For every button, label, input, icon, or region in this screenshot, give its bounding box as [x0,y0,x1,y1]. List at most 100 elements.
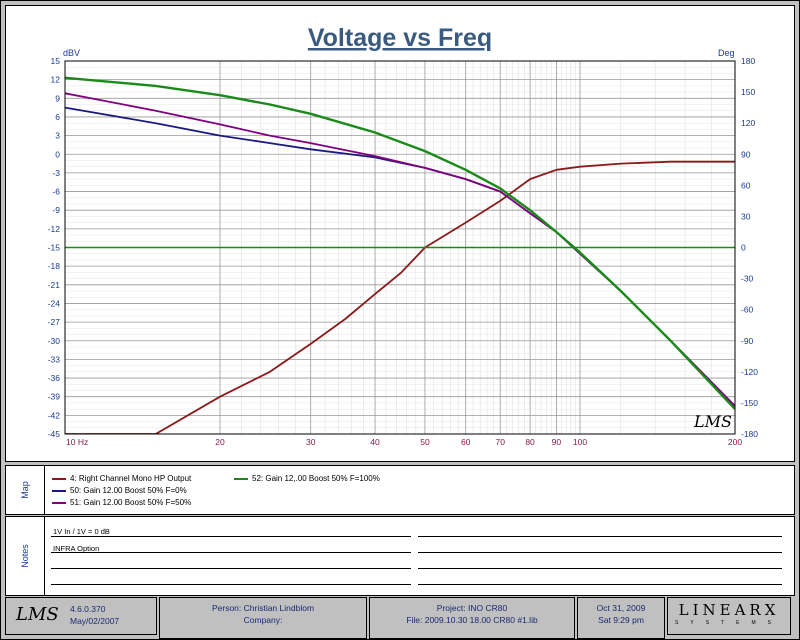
y-left-tick-label: -6 [52,187,60,197]
y-left-tick-label: -39 [48,392,61,402]
legend-swatch [52,501,66,504]
x-tick-label: 90 [552,437,562,447]
person-name: Person: Christian Lindblom [211,603,315,613]
y-right-tick-label: 120 [741,118,755,128]
time-text: Sat 9:29 pm [598,615,644,625]
x-tick-label: 70 [495,437,505,447]
y-left-tick-label: 9 [55,93,60,103]
y-right-tick-label: 60 [741,180,751,190]
lms-logo: LMS [16,604,59,625]
legend-item-52[interactable]: 52: Gain 12,.00 Boost 50% F=100% [234,474,380,483]
version-date: May/02/2007 [70,616,120,626]
note-rule [418,568,782,569]
file-name: File: 2009.10.30 18.00 CR80 #1.lib [406,615,538,625]
x-tick-label: 20 [215,437,225,447]
note-rule [418,536,782,537]
footer-version-cell: LMS 4.6.0.370 May/02/2007 [5,597,157,635]
voltage-vs-freq-chart: 15129630-3-6-9-12-15-18-21-24-27-30-33-3… [48,24,759,447]
x-tick-label: 50 [420,437,430,447]
notes-side-label: Notes [6,517,45,595]
note-line-1[interactable]: 1V In / 1V = 0 dB [53,527,110,536]
notes-label: Notes [20,544,30,568]
brand-logo: LINEARX [678,601,780,619]
axes: 15129630-3-6-9-12-15-18-21-24-27-30-33-3… [48,56,759,447]
y-right-tick-label: 180 [741,56,755,66]
map-panel: Map 4: Right Channel Mono HP Output 50: … [5,465,795,515]
legend-item-51[interactable]: 51: Gain 12.00 Boost 50% F=50% [52,498,191,507]
footer-date-cell: Oct 31, 2009 Sat 9:29 pm [577,597,665,639]
brand-sub: SYSTEMS [675,620,783,626]
legend-label: 52: Gain 12,.00 Boost 50% F=100% [252,474,380,483]
y-left-tick-label: -15 [48,243,61,253]
footer-bar: LMS 4.6.0.370 May/02/2007 Person: Christ… [5,597,793,639]
y-left-tick-label: -36 [48,373,61,383]
y-right-tick-label: -90 [741,336,754,346]
y-right-tick-label: 150 [741,87,755,97]
note-line-2[interactable]: INFRA Option [53,544,100,553]
note-rule [51,584,411,585]
legend-swatch [234,477,248,480]
x-tick-label: 60 [461,437,471,447]
y-left-tick-label: -30 [48,336,61,346]
x-tick-label: 80 [525,437,535,447]
legend-label: 51: Gain 12.00 Boost 50% F=50% [70,498,192,507]
y-left-tick-label: -24 [48,298,61,308]
map-label: Map [20,481,30,499]
series-line-1 [65,106,735,407]
chart-panel: 15 12 9 6 3 0 -3 -6 -9 -12 -15 -18 -21 -24 -27 -30 -33 -3… [5,5,795,462]
notes-panel: Notes 1V In / 1V = 0 dB INFRA Option [5,516,795,596]
footer-project-cell: Project: INO CR80 File: 2009.10.30 18.00… [369,597,575,639]
legend-swatch [52,477,66,480]
y-right-tick-label: 0 [741,243,746,253]
x-tick-label: 40 [370,437,380,447]
series-line-3 [65,76,735,410]
note-rule [51,552,411,553]
y-right-label: Deg [718,48,735,58]
date-text: Oct 31, 2009 [596,603,646,613]
y-left-tick-label: -27 [48,317,61,327]
company-name: Company: [243,615,283,625]
y-left-tick-label: -33 [48,354,61,364]
note-rule [418,584,782,585]
y-right-tick-label: 90 [741,149,751,159]
y-left-tick-label: -9 [52,205,60,215]
y-right-tick-label: 30 [741,211,751,221]
y-left-tick-label: -3 [52,168,60,178]
version-block: 4.6.0.370 May/02/2007 [70,603,119,627]
x-tick-label: 30 [306,437,316,447]
legend-item-50[interactable]: 50: Gain 12.00 Boost 50% F=0% [52,486,187,495]
series-group [65,76,735,434]
legend-label: 50: Gain 12.00 Boost 50% F=0% [70,486,187,495]
y-right-tick-label: -120 [741,367,758,377]
y-left-tick-label: -12 [48,224,61,234]
y-right-tick-label: -180 [741,429,758,439]
y-left-tick-label: -21 [48,280,61,290]
y-left-tick-label: 0 [55,149,60,159]
version-number: 4.6.0.370 [70,604,106,614]
footer-person-cell: Person: Christian Lindblom Company: [159,597,367,639]
y-left-tick-label: -42 [48,410,61,420]
y-left-tick-label: -18 [48,261,61,271]
y-left-tick-label: -45 [48,429,61,439]
project-name: Project: INO CR80 [436,603,508,613]
note-rule [51,536,411,537]
x-tick-label: 200 [728,437,742,447]
legend-swatch [52,489,66,492]
plot-border [64,60,736,435]
series-line-0 [65,160,735,434]
y-left-label: dBV [63,48,80,58]
y-left-tick-label: 15 [51,56,61,66]
note-rule [51,568,411,569]
x-tick-label: 10 Hz [66,437,88,447]
y-right-tick-label: -30 [741,274,754,284]
y-left-tick-label: 12 [51,75,61,85]
note-rule [418,552,782,553]
legend-item-4[interactable]: 4: Right Channel Mono HP Output [52,474,191,483]
y-left-tick-label: 3 [55,131,60,141]
footer-brand-cell: LINEARX SYSTEMS [667,597,791,635]
legend-label: 4: Right Channel Mono HP Output [70,474,192,483]
chart-title: Voltage vs Freq [308,24,492,52]
y-right-tick-label: -60 [741,305,754,315]
watermark-logo: LMS [693,412,732,431]
